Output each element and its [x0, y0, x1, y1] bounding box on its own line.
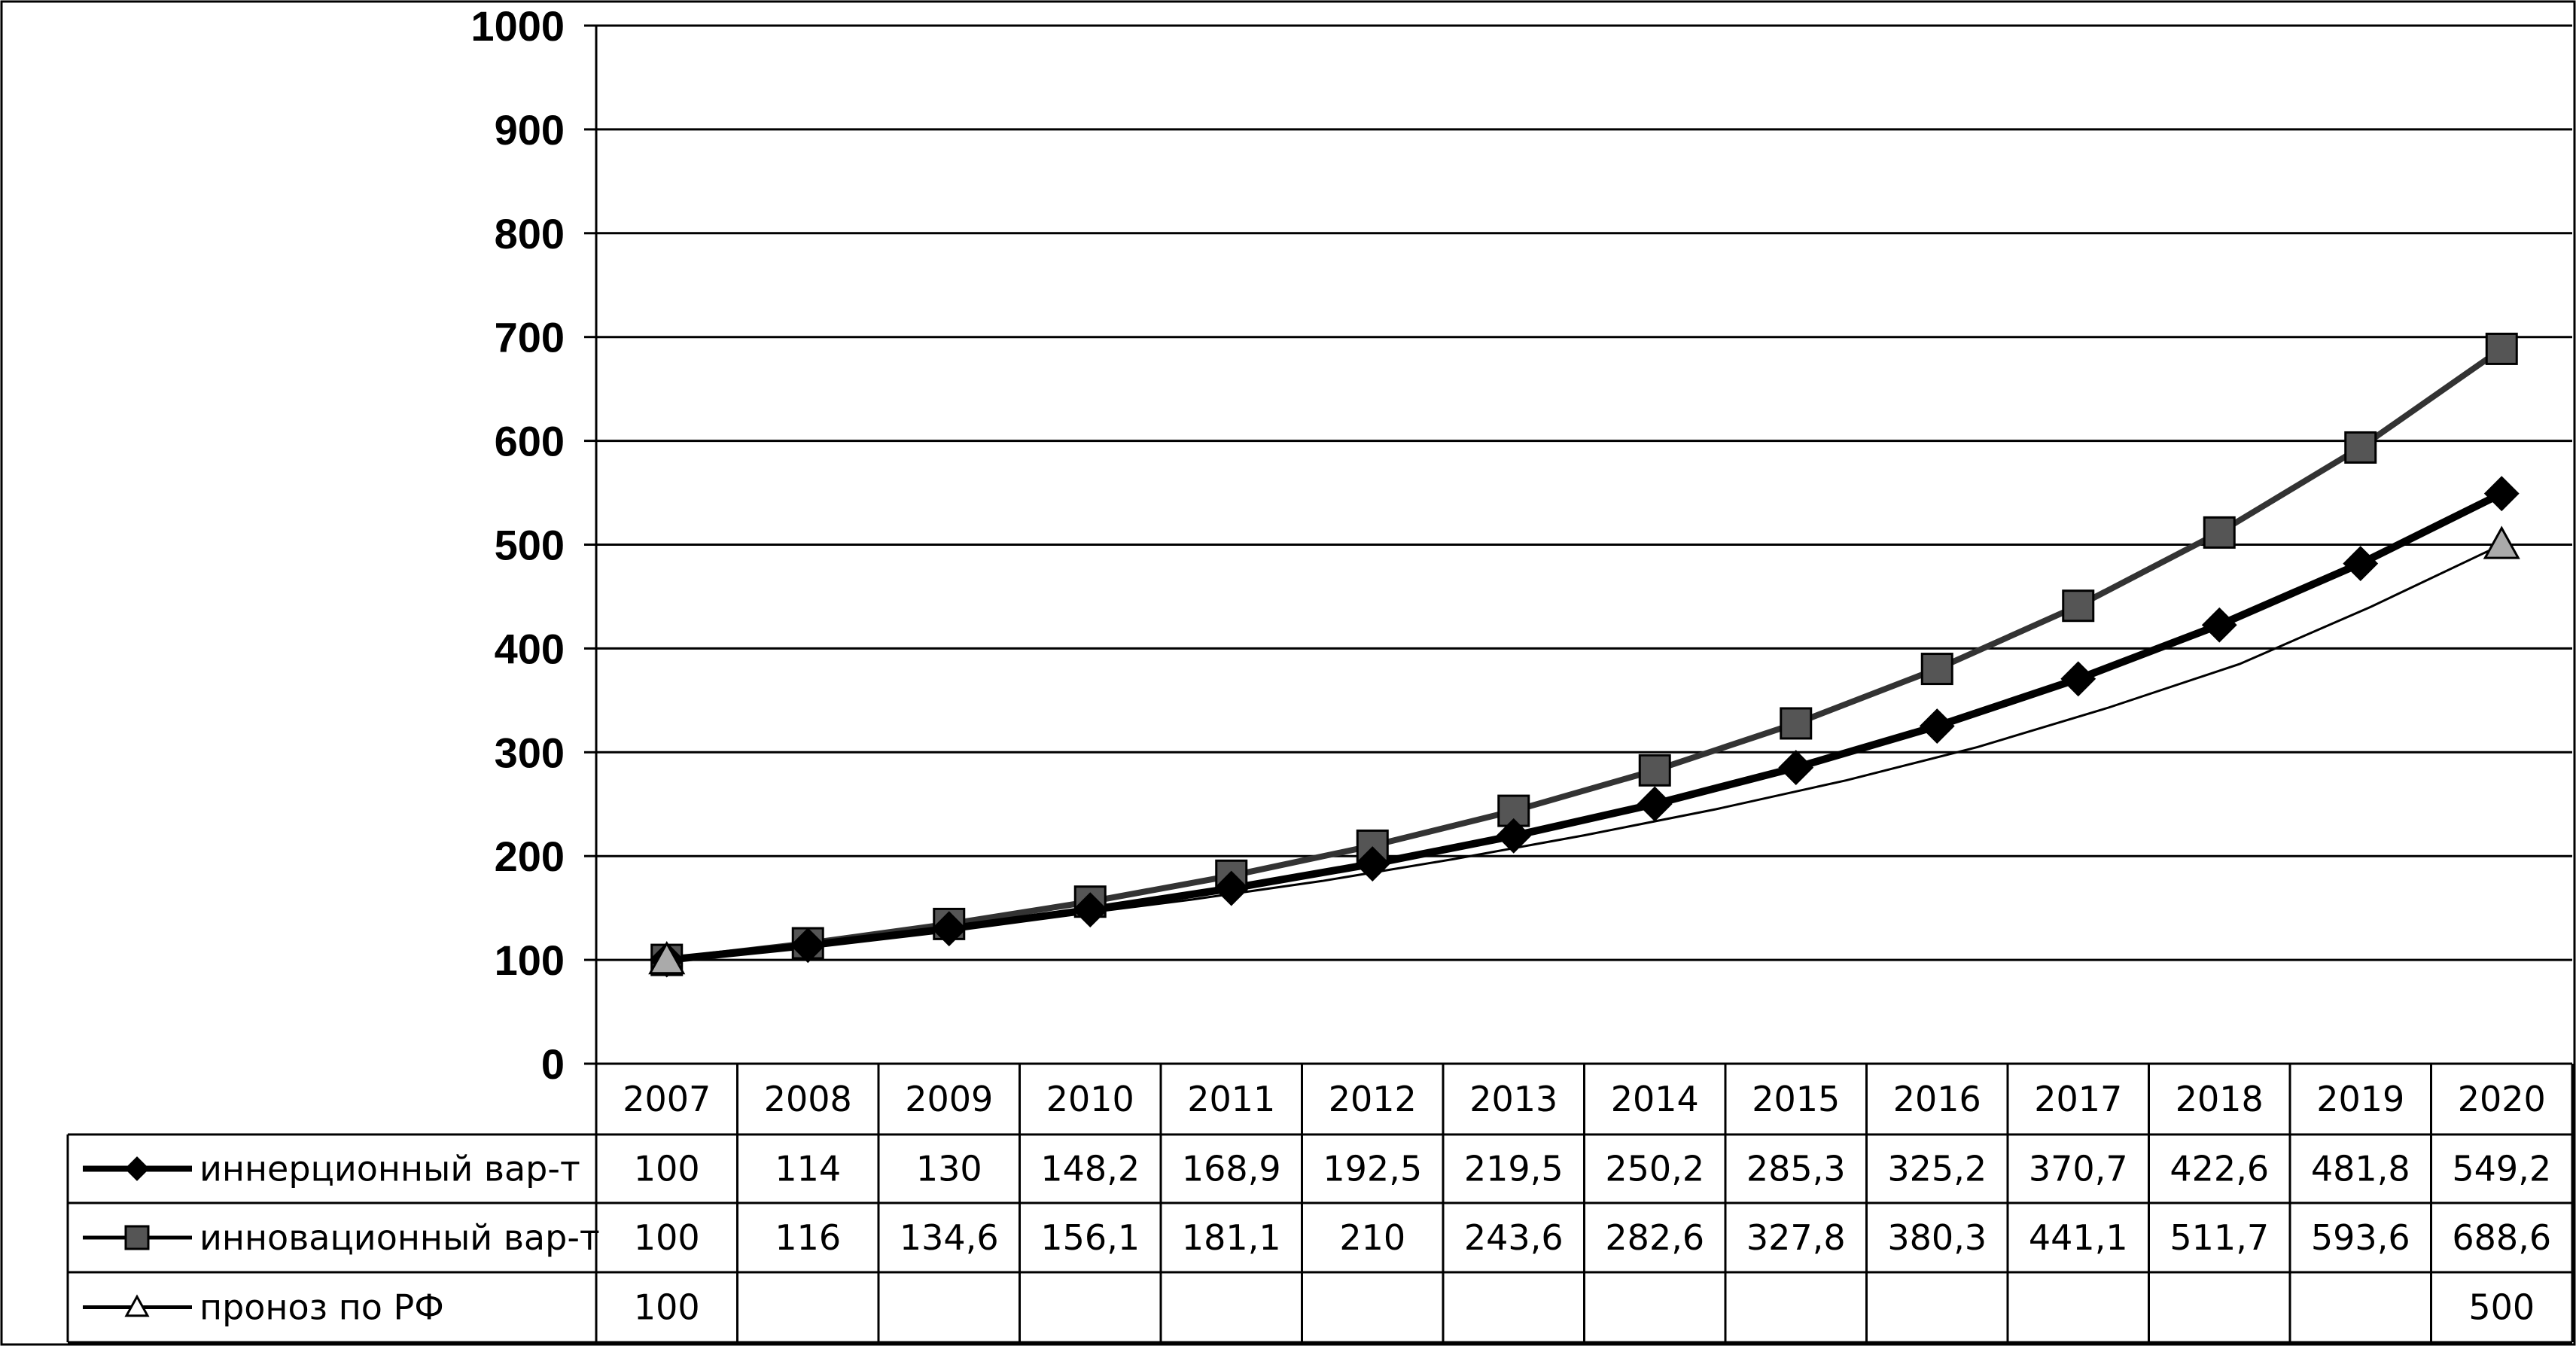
y-tick-label-200: 200 — [495, 833, 565, 880]
point-s0-2010 — [1072, 892, 1108, 928]
x-tick-label-2016: 2016 — [1893, 1079, 1981, 1119]
series-line-1 — [666, 346, 2504, 964]
point-s0-2012 — [1354, 846, 1390, 882]
point-s0-2019 — [2343, 546, 2379, 582]
y-tick-label-100: 100 — [495, 936, 565, 984]
point-s0-2013 — [1496, 818, 1532, 854]
y-tick-label-900: 900 — [495, 106, 565, 154]
legend-marker-2 — [124, 1294, 150, 1317]
x-tick-label-2018: 2018 — [2176, 1079, 2264, 1119]
data-label-s0-2012: 192,5 — [1323, 1149, 1422, 1189]
data-label-s0-2018: 422,6 — [2170, 1149, 2269, 1189]
point-s0-2009 — [931, 911, 967, 947]
x-tick-label-2014: 2014 — [1611, 1079, 1699, 1119]
data-label-s1-2019: 593,6 — [2311, 1217, 2410, 1258]
y-tick-label-600: 600 — [495, 418, 565, 465]
data-label-s1-2016: 380,3 — [1887, 1217, 1987, 1258]
point-s1-2020 — [2485, 332, 2518, 365]
x-tick-label-2015: 2015 — [1752, 1079, 1840, 1119]
x-tick-label-2013: 2013 — [1469, 1079, 1557, 1119]
x-tick-label-2007: 2007 — [623, 1079, 711, 1119]
data-label-s1-2020: 688,6 — [2452, 1217, 2551, 1258]
x-tick-label-2011: 2011 — [1187, 1079, 1275, 1119]
x-tick-label-2012: 2012 — [1329, 1079, 1417, 1119]
point-s1-2015 — [1780, 707, 1813, 740]
y-tick-label-0: 0 — [541, 1040, 565, 1088]
data-label-s1-2011: 181,1 — [1182, 1217, 1281, 1258]
data-label-s0-2007: 100 — [634, 1149, 700, 1189]
data-label-s0-2014: 250,2 — [1605, 1149, 1704, 1189]
x-tick-label-2008: 2008 — [764, 1079, 852, 1119]
data-label-s1-2014: 282,6 — [1605, 1217, 1704, 1258]
data-label-s1-2013: 243,6 — [1464, 1217, 1564, 1258]
data-label-s1-2015: 327,8 — [1746, 1217, 1846, 1258]
series-line-0 — [666, 490, 2504, 964]
data-label-s0-2016: 325,2 — [1887, 1149, 1987, 1189]
x-tick-label-2017: 2017 — [2034, 1079, 2122, 1119]
point-s0-2014 — [1637, 786, 1673, 822]
y-tick-label-300: 300 — [495, 729, 565, 776]
point-s0-2008 — [790, 927, 826, 964]
legend-label-2: проноз по РФ — [199, 1287, 444, 1328]
point-s1-2016 — [1920, 653, 1953, 686]
point-s0-2011 — [1213, 870, 1250, 906]
point-s0-2018 — [2201, 607, 2237, 643]
point-s1-2017 — [2062, 589, 2095, 623]
legend-label-0: иннерционный вар-т — [199, 1149, 580, 1189]
point-s1-2019 — [2344, 431, 2377, 464]
data-label-s0-2009: 130 — [916, 1149, 982, 1189]
data-label-s1-2012: 210 — [1339, 1217, 1405, 1258]
data-label-s1-2009: 134,6 — [900, 1217, 999, 1258]
x-tick-label-2020: 2020 — [2458, 1079, 2546, 1119]
data-label-s1-2007: 100 — [634, 1217, 700, 1258]
legend-label-1: инновационный вар-т — [199, 1217, 600, 1258]
data-label-s0-2011: 168,9 — [1182, 1149, 1281, 1189]
legend-marker-1 — [124, 1225, 150, 1250]
data-label-s0-2015: 285,3 — [1746, 1149, 1846, 1189]
y-tick-label-800: 800 — [495, 210, 565, 257]
data-label-s1-2010: 156,1 — [1040, 1217, 1140, 1258]
legend-marker-0 — [124, 1156, 150, 1181]
y-tick-label-700: 700 — [495, 314, 565, 361]
y-tick-label-1000: 1000 — [470, 2, 565, 50]
point-s1-2014 — [1638, 754, 1671, 787]
data-label-s1-2008: 116 — [775, 1217, 841, 1258]
data-label-s0-2019: 481,8 — [2311, 1149, 2410, 1189]
data-label-s2-2020: 500 — [2468, 1287, 2535, 1328]
data-label-s0-2020: 549,2 — [2452, 1149, 2551, 1189]
x-tick-label-2010: 2010 — [1046, 1079, 1134, 1119]
y-tick-label-400: 400 — [495, 625, 565, 672]
data-label-s0-2010: 148,2 — [1040, 1149, 1140, 1189]
data-label-s0-2013: 219,5 — [1464, 1149, 1564, 1189]
point-s2-2020 — [2483, 525, 2520, 559]
data-label-s0-2008: 114 — [775, 1149, 841, 1189]
data-label-s1-2017: 441,1 — [2029, 1217, 2128, 1258]
point-s0-2015 — [1778, 750, 1814, 785]
data-label-s2-2007: 100 — [634, 1287, 700, 1328]
point-s0-2020 — [2483, 476, 2520, 512]
data-label-s1-2018: 511,7 — [2170, 1217, 2269, 1258]
y-tick-label-500: 500 — [495, 522, 565, 569]
point-s0-2017 — [2060, 661, 2096, 697]
point-s1-2018 — [2203, 516, 2236, 549]
point-s0-2016 — [1919, 708, 1955, 744]
x-tick-label-2009: 2009 — [905, 1079, 993, 1119]
point-s2-2007 — [648, 941, 686, 975]
data-label-s0-2017: 370,7 — [2029, 1149, 2128, 1189]
x-tick-label-2019: 2019 — [2316, 1079, 2404, 1119]
